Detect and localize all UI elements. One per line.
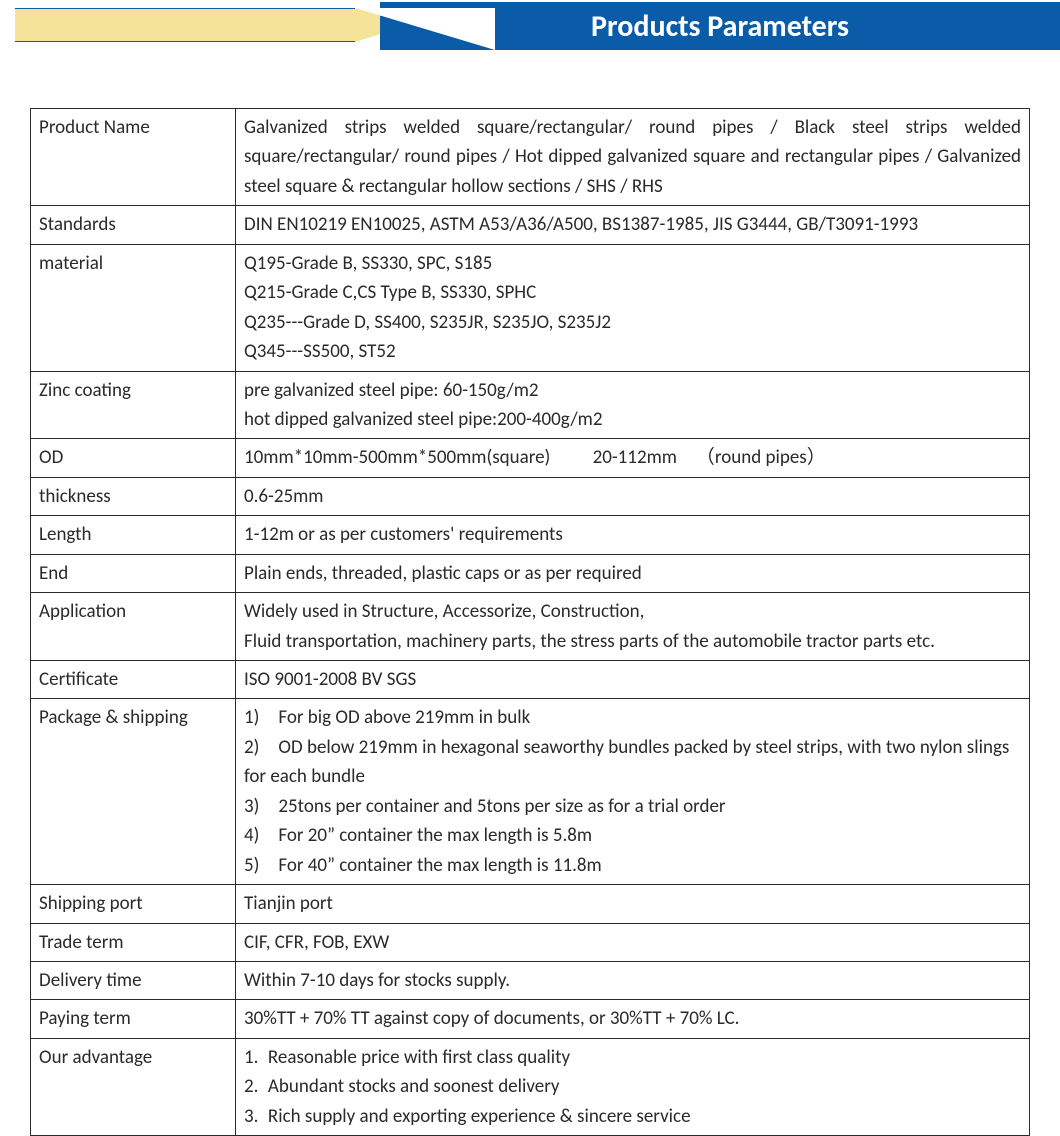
param-value-line: pre galvanized steel pipe: 60-150g/m2 — [244, 376, 1021, 405]
param-value-line: 2) OD below 219mm in hexagonal seaworthy… — [244, 733, 1021, 792]
table-row: Application Widely used in Structure, Acc… — [31, 593, 1030, 661]
param-value-line: 1) For big OD above 219mm in bulk — [244, 703, 1021, 732]
param-value-line: 5) For 40” container the max length is 1… — [244, 851, 1021, 880]
param-value-line: hot dipped galvanized steel pipe:200-400… — [244, 405, 1021, 434]
param-label: Length — [31, 516, 236, 554]
param-label: Product Name — [31, 109, 236, 206]
table-row: Package & shipping1) For big OD above 21… — [31, 699, 1030, 885]
divider-white-wedge — [355, 8, 495, 50]
param-label: Certificate — [31, 661, 236, 699]
param-value: Q195-Grade B, SS330, SPC, S185Q215-Grade… — [236, 244, 1030, 371]
table-row: Shipping portTianjin port — [31, 885, 1030, 923]
table-row: CertificateISO 9001-2008 BV SGS — [31, 661, 1030, 699]
param-value: 10mm*10mm-500mm*500mm(square) 20-112mm （… — [236, 439, 1030, 477]
param-label: Zinc coating — [31, 371, 236, 439]
param-value-line: 3. Rich supply and exporting experience … — [244, 1102, 1021, 1131]
header-banner: Products Parameters — [0, 2, 1060, 50]
param-value-line: Widely used in Structure, Accessorize, C… — [244, 597, 1021, 626]
param-label: Paying term — [31, 1000, 236, 1038]
param-value: ISO 9001-2008 BV SGS — [236, 661, 1030, 699]
param-label: Trade term — [31, 923, 236, 961]
table-row: thickness0.6-25mm — [31, 477, 1030, 515]
table-row: Trade termCIF, CFR, FOB, EXW — [31, 923, 1030, 961]
param-value: Widely used in Structure, Accessorize, C… — [236, 593, 1030, 661]
parameters-table-wrap: Product NameGalvanized strips welded squ… — [30, 108, 1030, 1136]
table-row: StandardsDIN EN10219 EN10025, ASTM A53/A… — [31, 206, 1030, 244]
param-value: CIF, CFR, FOB, EXW — [236, 923, 1030, 961]
parameters-table: Product NameGalvanized strips welded squ… — [30, 108, 1030, 1136]
table-row: Length1-12m or as per customers' require… — [31, 516, 1030, 554]
param-label: thickness — [31, 477, 236, 515]
table-row: materialQ195-Grade B, SS330, SPC, S185Q2… — [31, 244, 1030, 371]
param-label: Application — [31, 593, 236, 661]
param-value: Within 7-10 days for stocks supply. — [236, 961, 1030, 999]
param-value: 1-12m or as per customers' requirements — [236, 516, 1030, 554]
table-row: Paying term30%TT + 70% TT against copy o… — [31, 1000, 1030, 1038]
param-value-line: Q215-Grade C,CS Type B, SS330, SPHC — [244, 278, 1021, 307]
param-value: 1. Reasonable price with first class qua… — [236, 1038, 1030, 1135]
param-value: Galvanized strips welded square/rectangu… — [236, 109, 1030, 206]
table-row: Our advantage 1. Reasonable price with fi… — [31, 1038, 1030, 1135]
param-label: material — [31, 244, 236, 371]
table-row: Product NameGalvanized strips welded squ… — [31, 109, 1030, 206]
param-label: Package & shipping — [31, 699, 236, 885]
param-value-line: Q235---Grade D, SS400, S235JR, S235JO, S… — [244, 308, 1021, 337]
param-value: pre galvanized steel pipe: 60-150g/m2hot… — [236, 371, 1030, 439]
param-value-line: 1. Reasonable price with first class qua… — [244, 1043, 1021, 1072]
param-label: Delivery time — [31, 961, 236, 999]
param-label: Standards — [31, 206, 236, 244]
param-value-line: 2. Abundant stocks and soonest delivery — [244, 1072, 1021, 1101]
page-title: Products Parameters — [591, 8, 849, 45]
table-row: Delivery timeWithin 7-10 days for stocks… — [31, 961, 1030, 999]
param-value-line: 4) For 20” container the max length is 5… — [244, 821, 1021, 850]
param-value-line: Q195-Grade B, SS330, SPC, S185 — [244, 249, 1021, 278]
param-value: Tianjin port — [236, 885, 1030, 923]
param-label: End — [31, 554, 236, 592]
param-value-line: Q345---SS500, ST52 — [244, 337, 1021, 366]
param-value-line: Fluid transportation, machinery parts, t… — [244, 627, 1021, 656]
param-label: OD — [31, 439, 236, 477]
param-value: Plain ends, threaded, plastic caps or as… — [236, 554, 1030, 592]
param-value-line: 3) 25tons per container and 5tons per si… — [244, 792, 1021, 821]
param-value: 30%TT + 70% TT against copy of documents… — [236, 1000, 1030, 1038]
yellow-bar — [15, 8, 355, 42]
param-label: Shipping port — [31, 885, 236, 923]
param-value: DIN EN10219 EN10025, ASTM A53/A36/A500, … — [236, 206, 1030, 244]
table-row: OD10mm*10mm-500mm*500mm(square) 20-112mm… — [31, 439, 1030, 477]
param-label: Our advantage — [31, 1038, 236, 1135]
param-value: 0.6-25mm — [236, 477, 1030, 515]
table-row: EndPlain ends, threaded, plastic caps or… — [31, 554, 1030, 592]
param-value: 1) For big OD above 219mm in bulk2) OD b… — [236, 699, 1030, 885]
table-row: Zinc coatingpre galvanized steel pipe: 6… — [31, 371, 1030, 439]
